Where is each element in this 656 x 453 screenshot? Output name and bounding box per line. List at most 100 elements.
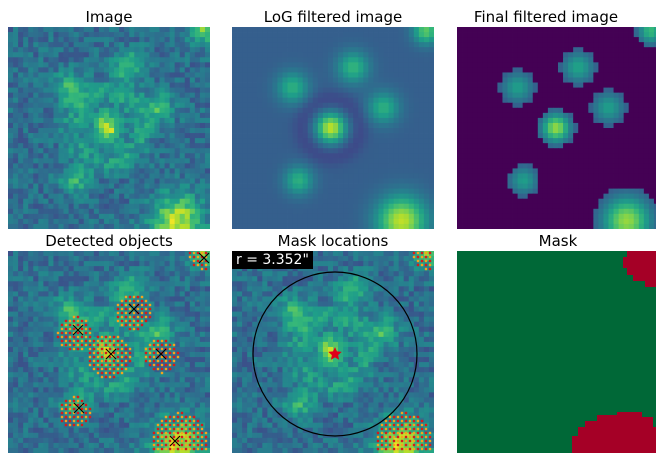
pixel-cell <box>73 251 80 257</box>
pixel-cell <box>13 112 19 119</box>
pixel-cell <box>512 77 518 83</box>
pixel-cell <box>522 208 529 215</box>
pixel-cell <box>353 223 359 229</box>
pixel-cell <box>383 128 389 134</box>
pixel-cell <box>129 251 135 257</box>
pixel-cell <box>648 188 655 195</box>
pixel-cell <box>144 97 150 104</box>
pixel-cell <box>88 203 95 210</box>
pixel-cell <box>88 47 95 53</box>
pixel-cell <box>23 188 29 195</box>
pixel-cell <box>583 77 589 83</box>
pixel-cell <box>48 97 54 104</box>
pixel-cell <box>363 143 369 149</box>
pixel-cell <box>48 256 54 262</box>
pixel-cell <box>373 42 379 48</box>
pixel-cell <box>333 218 339 225</box>
pixel-cell <box>598 163 604 169</box>
pixel-cell <box>408 42 415 48</box>
pixel-cell <box>277 148 283 154</box>
pixel-cell <box>563 112 569 119</box>
pixel-cell <box>408 153 415 159</box>
pixel-cell <box>144 57 150 63</box>
pixel-cell <box>48 173 54 179</box>
pixel-cell <box>588 143 594 149</box>
pixel-cell <box>247 178 253 184</box>
pixel-cell <box>174 163 181 169</box>
pixel-cell <box>598 112 604 119</box>
pixel-cell <box>623 173 630 179</box>
pixel-cell <box>383 223 389 229</box>
pixel-cell <box>73 117 80 124</box>
pixel-cell <box>368 163 374 169</box>
pixel-cell <box>482 133 488 139</box>
pixel-cell <box>373 213 379 220</box>
pixel-cell <box>287 183 293 189</box>
pixel-cell <box>618 213 625 220</box>
pixel-cell <box>48 52 54 58</box>
pixel-cell <box>593 52 599 58</box>
pixel-cell <box>199 158 206 164</box>
pixel-cell <box>467 203 473 210</box>
pixel-cell <box>457 168 463 174</box>
pixel-cell <box>63 57 69 63</box>
pixel-cell <box>144 158 150 164</box>
pixel-cell <box>18 163 24 169</box>
pixel-cell <box>48 163 54 169</box>
pixel-cell <box>237 72 243 78</box>
pixel-cell <box>297 87 304 94</box>
pixel-cell <box>114 133 120 139</box>
pixel-cell <box>98 82 105 88</box>
pixel-cell <box>603 32 609 38</box>
pixel-cell <box>13 72 19 78</box>
pixel-cell <box>358 218 364 225</box>
pixel-cell <box>573 122 579 129</box>
pixel-cell <box>552 47 559 53</box>
pixel-cell <box>169 183 176 189</box>
pixel-cell <box>467 138 473 144</box>
pixel-cell <box>159 57 165 63</box>
pixel-cell <box>593 148 599 154</box>
pixel-cell <box>368 112 374 119</box>
pixel-cell <box>252 97 258 104</box>
pixel-cell <box>547 128 554 134</box>
pixel-cell <box>302 112 309 119</box>
pixel-cell <box>277 62 283 68</box>
pixel-cell <box>83 87 90 94</box>
pixel-cell <box>608 188 614 195</box>
pixel-cell <box>179 133 186 139</box>
pixel-cell <box>129 266 135 272</box>
pixel-cell <box>482 148 488 154</box>
pixel-cell <box>312 158 319 164</box>
pixel-cell <box>512 153 518 159</box>
pixel-cell <box>408 32 415 38</box>
pixel-cell <box>363 92 369 99</box>
pixel-cell <box>242 102 248 109</box>
pixel-cell <box>282 32 288 38</box>
pixel-cell <box>58 112 64 119</box>
pixel-cell <box>28 143 34 149</box>
pixel-cell <box>257 122 263 129</box>
pixel-cell <box>93 158 100 164</box>
pixel-cell <box>287 87 293 94</box>
pixel-cell <box>532 87 539 94</box>
pixel-cell <box>129 138 135 144</box>
pixel-cell <box>532 173 539 179</box>
pixel-cell <box>144 67 150 73</box>
pixel-cell <box>348 188 354 195</box>
pixel-cell <box>58 178 64 184</box>
pixel-cell <box>398 163 405 169</box>
pixel-cell <box>282 107 288 114</box>
pixel-cell <box>119 102 125 109</box>
pixel-cell <box>537 168 544 174</box>
pixel-cell <box>618 87 625 94</box>
pixel-cell <box>149 77 155 83</box>
pixel-cell <box>68 148 75 154</box>
pixel-cell <box>247 47 253 53</box>
pixel-cell <box>282 42 288 48</box>
pixel-cell <box>93 87 100 94</box>
pixel-cell <box>184 72 191 78</box>
pixel-cell <box>462 92 468 99</box>
pixel-cell <box>8 138 14 144</box>
pixel-cell <box>467 148 473 154</box>
